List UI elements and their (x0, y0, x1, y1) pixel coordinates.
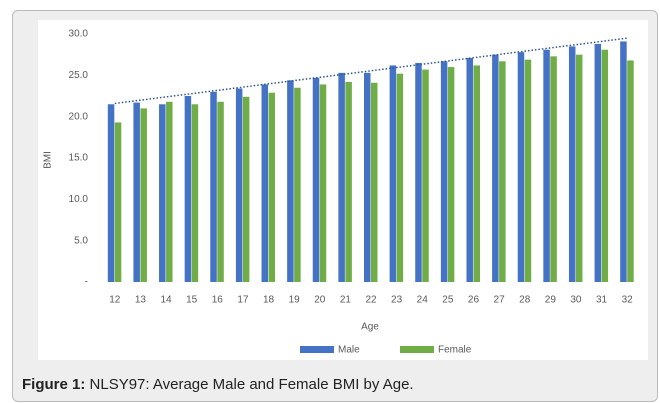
y-tick-label: 20.0 (69, 111, 89, 122)
bar (184, 96, 192, 282)
bar (473, 65, 480, 282)
bar (133, 102, 140, 282)
bar (345, 81, 352, 283)
x-tick-label: 16 (212, 295, 224, 306)
bar (568, 46, 576, 283)
bar (210, 91, 217, 282)
x-tick-label: 14 (160, 295, 172, 306)
caption-label: Figure 1: (22, 376, 86, 393)
y-tick-label: 10.0 (69, 194, 89, 205)
x-tick-label: 29 (545, 295, 557, 306)
x-tick-label: 15 (186, 295, 198, 306)
bar (396, 73, 404, 283)
bar (627, 60, 634, 282)
x-tick-label: 20 (314, 295, 326, 306)
legend-swatch (400, 346, 434, 353)
bar (268, 92, 276, 283)
bar (415, 62, 422, 282)
x-tick-label: 31 (596, 295, 608, 306)
bar (242, 96, 250, 283)
caption-text: NLSY97: Average Male and Female BMI by A… (89, 376, 414, 393)
bar (389, 65, 397, 282)
bar (287, 80, 294, 282)
x-tick-label: 30 (570, 295, 582, 306)
bar (364, 72, 371, 282)
bar (114, 122, 122, 282)
legend-label: Female (438, 345, 472, 356)
bar (312, 77, 320, 283)
bar (371, 82, 378, 282)
bar (235, 88, 243, 282)
bar (594, 43, 602, 282)
bar (159, 104, 166, 283)
bar (517, 52, 525, 282)
bar (492, 54, 499, 282)
y-tick-label: 25.0 (69, 70, 89, 81)
x-tick-label: 22 (365, 295, 377, 306)
x-tick-label: 24 (417, 295, 429, 306)
x-tick-label: 27 (494, 295, 506, 306)
bar (447, 67, 455, 282)
y-tick-label: - (85, 277, 88, 288)
bar (166, 101, 173, 282)
bar (338, 72, 345, 282)
bar (550, 56, 557, 282)
bar (261, 84, 269, 282)
bar (440, 61, 448, 282)
bar (543, 49, 550, 282)
bar (575, 54, 583, 282)
bar (191, 104, 199, 283)
x-tick-label: 25 (442, 295, 454, 306)
bar (499, 61, 506, 282)
bar (466, 57, 473, 283)
y-tick-label: 15.0 (69, 153, 89, 164)
x-tick-label: 18 (263, 295, 275, 306)
x-tick-label: 17 (237, 295, 249, 306)
bar (601, 49, 609, 282)
bar (294, 87, 301, 282)
x-tick-label: 19 (289, 295, 301, 306)
y-tick-label: 5.0 (74, 235, 88, 246)
x-tick-label: 12 (109, 295, 121, 306)
x-tick-label: 26 (468, 295, 480, 306)
y-axis-title: BMI (43, 151, 54, 169)
y-tick-label: 30.0 (69, 29, 89, 40)
x-axis-title: Age (361, 322, 379, 333)
x-tick-label: 32 (622, 295, 634, 306)
bar (107, 104, 115, 283)
x-tick-label: 21 (340, 295, 352, 306)
bar (217, 101, 224, 282)
bar (140, 108, 147, 283)
caption: Figure 1: NLSY97: Average Male and Femal… (22, 376, 414, 393)
bar (620, 41, 627, 282)
x-tick-label: 23 (391, 295, 403, 306)
bar (422, 69, 429, 283)
legend-label: Male (338, 345, 360, 356)
bar (524, 59, 532, 283)
x-tick-label: 28 (519, 295, 531, 306)
x-tick-label: 13 (135, 295, 147, 306)
legend-swatch (300, 346, 334, 353)
bar (319, 84, 327, 282)
chart: BMI Age - 5.0 10.0 15.0 20.0 25.0 30.0 12 13 14 15… (38, 20, 648, 360)
